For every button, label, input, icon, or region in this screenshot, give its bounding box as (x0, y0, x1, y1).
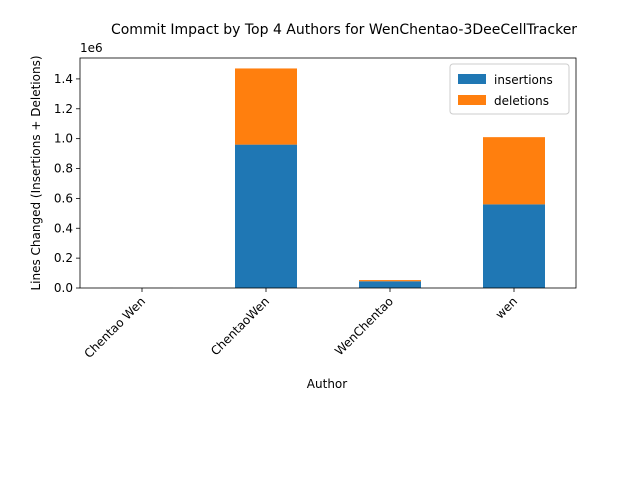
x-tick-label: WenChentao (332, 294, 396, 358)
chart-title: Commit Impact by Top 4 Authors for WenCh… (111, 22, 577, 38)
legend-swatch-deletions (458, 95, 486, 105)
y-tick-label: 0.6 (54, 191, 73, 205)
bar-insertions (483, 204, 545, 288)
y-tick-label: 1.0 (54, 132, 73, 146)
y-tick-label: 0.8 (54, 162, 73, 176)
y-tick-label: 0.0 (54, 281, 73, 295)
y-tick-label: 1.2 (54, 102, 73, 116)
x-tick-label: ChentaoWen (208, 294, 272, 358)
bar-deletions (235, 68, 297, 145)
x-tick-label: Chentao Wen (81, 294, 148, 361)
axes-frame (79, 57, 577, 289)
y-tick-label: 0.4 (54, 221, 73, 235)
y-tick-label: 0.2 (54, 251, 73, 265)
y-tick-label: 1.4 (54, 72, 73, 86)
legend-swatch-insertions (458, 74, 486, 84)
legend: insertions deletions (449, 63, 570, 115)
bar-deletions (359, 280, 421, 282)
y-axis-label: Lines Changed (Insertions + Deletions) (29, 55, 43, 290)
legend-label-insertions: insertions (494, 73, 553, 87)
legend-label-deletions: deletions (494, 94, 549, 108)
bar-insertions (359, 281, 421, 288)
bar-deletions (483, 137, 545, 205)
bar-insertions (235, 144, 297, 288)
y-offset-label: 1e6 (80, 41, 103, 55)
x-tick-label: wen (493, 294, 520, 321)
x-axis-label: Author (307, 377, 347, 391)
